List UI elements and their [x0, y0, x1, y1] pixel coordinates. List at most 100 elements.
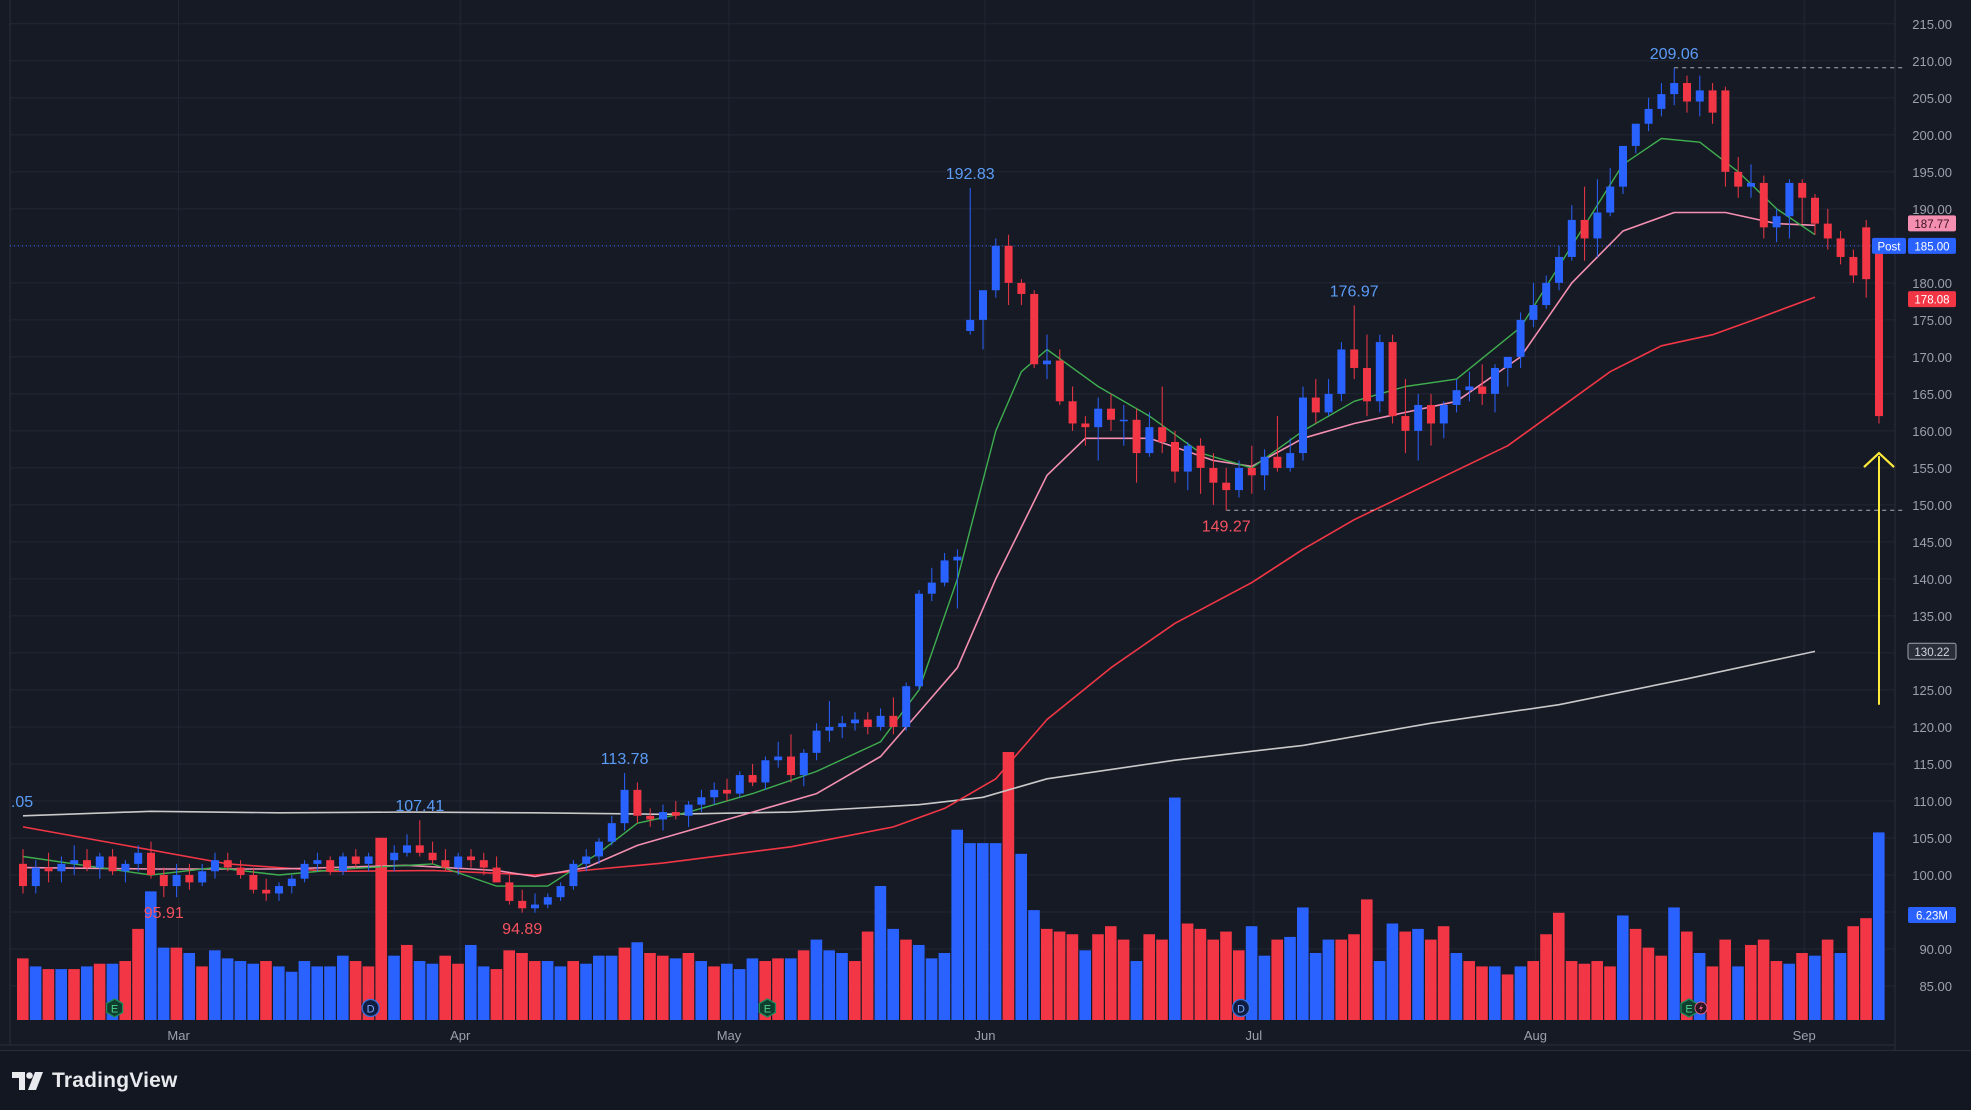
candle[interactable] [1875, 238, 1883, 424]
candle[interactable] [211, 852, 219, 879]
earnings-marker-icon[interactable]: E [758, 998, 777, 1018]
candle[interactable] [1350, 305, 1359, 380]
candle[interactable] [812, 723, 821, 761]
candle[interactable] [1670, 67, 1679, 106]
candle[interactable] [1209, 453, 1218, 505]
candle[interactable] [659, 804, 667, 831]
candle[interactable] [262, 878, 271, 901]
candle[interactable] [236, 860, 245, 879]
candle[interactable] [505, 874, 514, 905]
candle[interactable] [1593, 179, 1602, 257]
candle[interactable] [1734, 157, 1743, 198]
candle[interactable] [415, 820, 424, 857]
candle[interactable] [479, 852, 488, 875]
candle[interactable] [172, 863, 181, 898]
candle[interactable] [249, 867, 258, 894]
candle[interactable] [351, 849, 360, 868]
candle[interactable] [1363, 334, 1371, 417]
dividend-marker-icon[interactable]: D [361, 998, 380, 1018]
candle[interactable] [339, 852, 347, 875]
candle[interactable] [838, 715, 847, 739]
candle[interactable] [607, 815, 616, 846]
candle[interactable] [1081, 416, 1090, 446]
candle[interactable] [1222, 467, 1231, 511]
candle[interactable] [108, 849, 117, 875]
candle[interactable] [748, 763, 757, 787]
candle[interactable] [1465, 371, 1474, 402]
candle[interactable] [851, 712, 859, 731]
chart-canvas[interactable]: 85.0090.0095.00100.00105.00110.00115.001… [0, 0, 1971, 1050]
candle[interactable] [1030, 290, 1039, 368]
candle[interactable] [121, 860, 130, 883]
candle[interactable] [1580, 186, 1589, 261]
candle[interactable] [1299, 386, 1307, 461]
candle[interactable] [1785, 179, 1794, 239]
candle[interactable] [185, 863, 194, 890]
candle[interactable] [1631, 123, 1640, 154]
candle[interactable] [1427, 393, 1435, 446]
candle[interactable] [1068, 386, 1077, 431]
candle[interactable] [70, 845, 79, 875]
candle[interactable] [1004, 234, 1013, 306]
candle[interactable] [1849, 249, 1858, 283]
candle[interactable] [799, 749, 808, 787]
candle[interactable] [915, 590, 923, 690]
candle[interactable] [159, 867, 168, 898]
candle[interactable] [1043, 334, 1051, 380]
candle[interactable] [1247, 445, 1256, 494]
candle[interactable] [1171, 430, 1179, 483]
candle[interactable] [1478, 364, 1487, 405]
candle[interactable] [595, 837, 603, 864]
candle[interactable] [1107, 393, 1115, 431]
candle[interactable] [953, 549, 962, 609]
candle[interactable] [1836, 231, 1845, 265]
candle[interactable] [1811, 194, 1819, 235]
candle[interactable] [134, 845, 143, 872]
candle[interactable] [1055, 349, 1064, 405]
tradingview-brand[interactable]: TradingView [12, 1069, 178, 1093]
candle[interactable] [1017, 279, 1026, 306]
candle[interactable] [198, 863, 207, 887]
candle[interactable] [1260, 449, 1269, 491]
candle[interactable] [1452, 379, 1461, 413]
candle[interactable] [684, 800, 693, 827]
candle[interactable] [19, 849, 27, 894]
candle[interactable] [735, 771, 744, 798]
candle[interactable] [966, 187, 975, 335]
candle[interactable] [1606, 168, 1615, 217]
candle[interactable] [787, 734, 795, 783]
candle[interactable] [467, 849, 475, 868]
candle[interactable] [83, 849, 91, 872]
candle[interactable] [1516, 312, 1525, 368]
candle[interactable] [774, 741, 783, 768]
candle[interactable] [1337, 342, 1346, 402]
candle[interactable] [428, 841, 437, 864]
candle[interactable] [1798, 179, 1807, 224]
candle[interactable] [300, 860, 309, 883]
candle[interactable] [940, 553, 949, 587]
candle[interactable] [1375, 334, 1384, 413]
candle[interactable] [697, 789, 706, 813]
candle[interactable] [1708, 83, 1717, 124]
candle[interactable] [518, 889, 527, 913]
candle[interactable] [543, 893, 552, 909]
candle[interactable] [1439, 401, 1448, 439]
candle[interactable] [390, 845, 399, 872]
candle[interactable] [1503, 356, 1512, 387]
candle[interactable] [1235, 460, 1243, 498]
candle[interactable] [723, 778, 731, 801]
candle[interactable] [1273, 416, 1282, 472]
candle[interactable] [1619, 145, 1627, 195]
candle[interactable] [1683, 75, 1691, 113]
candle[interactable] [620, 772, 629, 831]
candle[interactable] [1132, 408, 1141, 483]
candle[interactable] [1311, 379, 1320, 424]
candle[interactable] [1491, 364, 1499, 413]
candle[interactable] [582, 849, 591, 872]
candle[interactable] [671, 800, 680, 820]
candle[interactable] [633, 782, 642, 824]
candle[interactable] [1823, 208, 1832, 250]
candle[interactable] [492, 856, 501, 883]
candle[interactable] [991, 238, 1000, 298]
